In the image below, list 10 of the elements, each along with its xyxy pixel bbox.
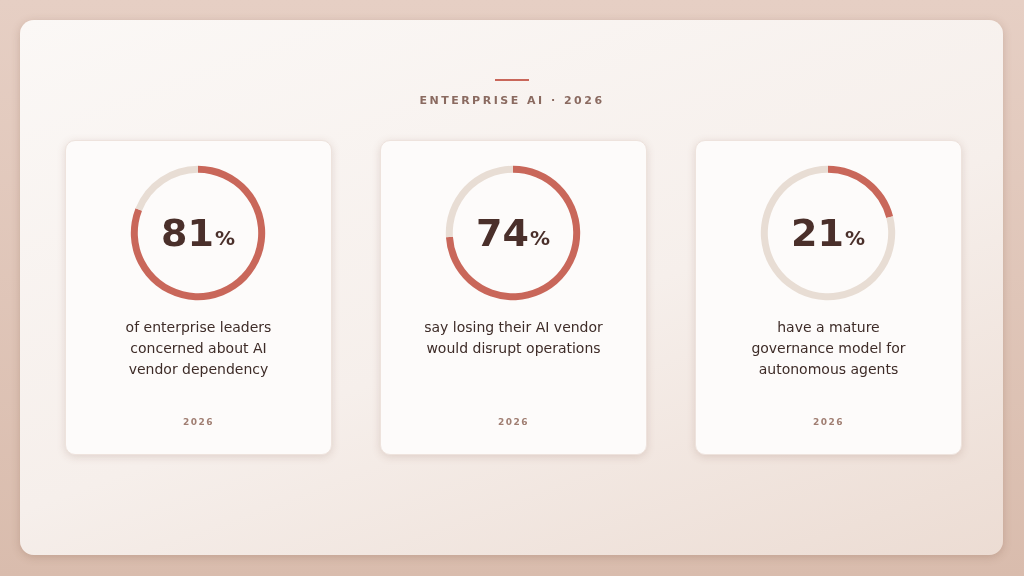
text: 2026 <box>811 417 846 427</box>
text: have a mature governance model for autonomous agents <box>750 318 907 379</box>
text: 2026 <box>181 417 216 427</box>
text: say losing their AI vendor would disrupt operations <box>423 318 604 358</box>
text: 2026 <box>496 417 531 427</box>
data-label: 74% <box>476 211 550 255</box>
chart-title: ENTERPRISE AI · 2026 <box>418 94 606 107</box>
data-label: 81% <box>161 211 235 255</box>
data-label: 21% <box>791 211 865 255</box>
text: of enterprise leaders concerned about AI vendor dependency <box>124 318 273 379</box>
